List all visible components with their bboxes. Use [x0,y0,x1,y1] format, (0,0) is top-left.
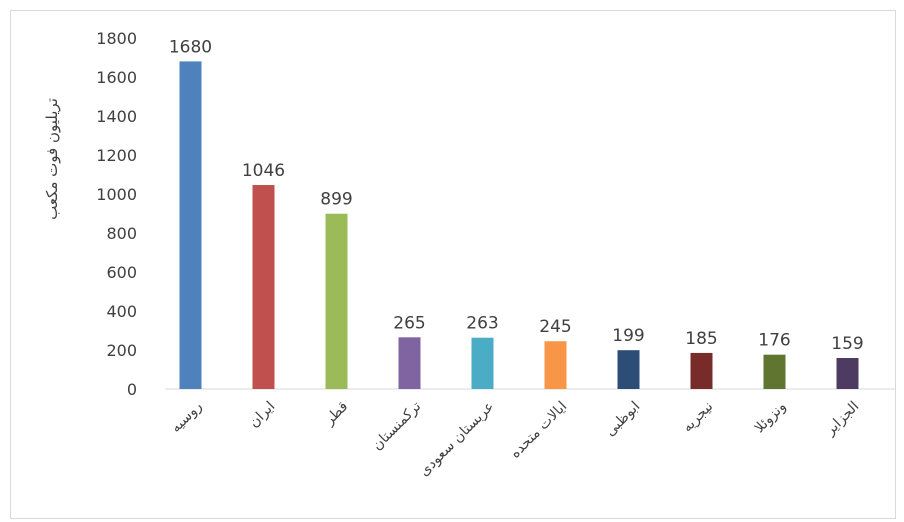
data-label: 245 [539,317,571,337]
bar [837,358,859,389]
x-tick-label: عربستان سعودی [416,399,497,480]
y-axis-title: تریلیون فوت مکعب [43,98,61,220]
bar-chart: تریلیون فوت مکعب 0 200 400 600 800 1000 1200 14… [11,11,895,518]
x-tick-label: ترکمنستان [369,398,424,453]
y-tick-label: 1000 [96,185,137,204]
bar [691,353,713,389]
y-tick-label: 0 [127,380,137,399]
x-tick-label: ابوظبی [602,399,643,440]
bar [472,338,494,389]
x-tick-label: قطر [321,399,351,429]
y-tick-label: 1600 [96,68,137,87]
x-tick-label: ایالات متحده [507,399,570,462]
y-tick-label: 1400 [96,107,137,126]
bar [180,61,202,389]
chart-frame: تریلیون فوت مکعب 0 200 400 600 800 1000 1200 14… [10,10,896,519]
data-label: 185 [685,329,717,349]
y-tick-label: 400 [106,302,137,321]
data-label: 199 [612,326,644,346]
x-tick-label: ونزوئلا [752,399,790,437]
cropped-caption-strip [0,0,904,9]
y-tick-label: 800 [106,224,137,243]
bar [764,355,786,389]
bar [618,350,640,389]
x-tick-label: ایران [246,399,278,431]
y-axis-title-group: تریلیون فوت مکعب [43,98,61,220]
data-label: 159 [831,334,863,354]
data-label: 263 [466,314,498,334]
y-tick-label: 200 [106,341,137,360]
x-tick-label: نیجریه [679,399,716,436]
data-label: 265 [393,313,425,333]
bars-group [180,61,859,389]
bar [326,214,348,389]
data-label: 899 [320,190,352,210]
x-tick-label: الجزایر [822,399,863,440]
bar [253,185,275,389]
bar [399,337,421,389]
y-axis-ticks: 0 200 400 600 800 1000 1200 1400 1600 1800 [96,29,137,399]
y-tick-label: 1800 [96,29,137,48]
data-label: 1046 [242,161,285,181]
data-label: 176 [758,331,790,351]
y-tick-label: 600 [106,263,137,282]
bar [545,341,567,389]
data-label: 1680 [169,37,212,57]
x-tick-label: روسیه [168,399,205,436]
y-tick-label: 1200 [96,146,137,165]
